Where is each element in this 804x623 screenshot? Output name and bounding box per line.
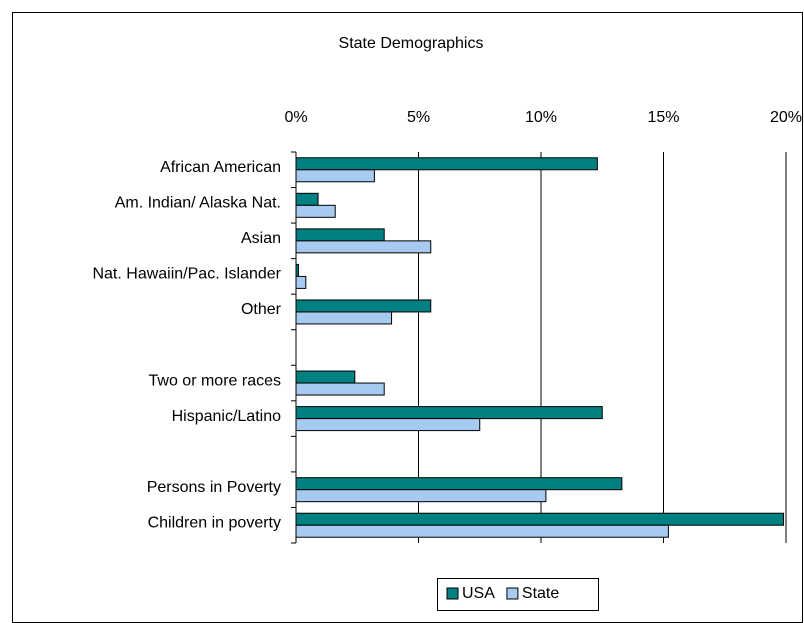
y-tick-label: Children in poverty <box>148 514 281 531</box>
legend-label: USA <box>462 585 495 602</box>
x-tick-label: 20% <box>770 109 802 126</box>
y-tick-label: Hispanic/Latino <box>172 408 282 425</box>
legend-label: State <box>522 585 559 602</box>
x-tick-label: 0% <box>284 109 307 126</box>
bar <box>295 240 432 254</box>
bar <box>295 382 385 396</box>
legend-swatch <box>506 587 519 600</box>
bar <box>295 299 432 313</box>
bar <box>295 157 598 171</box>
y-tick-label: Nat. Hawaiin/Pac. Islander <box>92 266 281 283</box>
bar <box>295 228 385 242</box>
y-tick-label: Two or more races <box>149 372 281 389</box>
bar <box>295 370 356 384</box>
bar <box>295 192 319 206</box>
bar <box>295 489 547 503</box>
y-tick-label: Other <box>241 301 282 318</box>
bar <box>295 512 785 526</box>
x-tick-label: 15% <box>647 109 679 126</box>
y-tick-label: Am. Indian/ Alaska Nat. <box>115 195 281 212</box>
y-tick-label: African American <box>160 159 281 176</box>
y-tick-label: Persons in Poverty <box>147 479 281 496</box>
chart-title: State Demographics <box>339 35 484 52</box>
bar <box>295 477 623 491</box>
bar <box>295 406 603 420</box>
bar <box>295 169 375 183</box>
x-tick-label: 5% <box>407 109 430 126</box>
bar <box>295 311 393 325</box>
bar <box>295 204 336 218</box>
bar <box>295 418 481 432</box>
y-tick-label: Asian <box>241 230 281 247</box>
x-tick-label: 10% <box>525 109 557 126</box>
bar <box>295 263 299 277</box>
bar <box>295 524 669 538</box>
bar <box>295 275 307 289</box>
legend-swatch <box>446 587 459 600</box>
